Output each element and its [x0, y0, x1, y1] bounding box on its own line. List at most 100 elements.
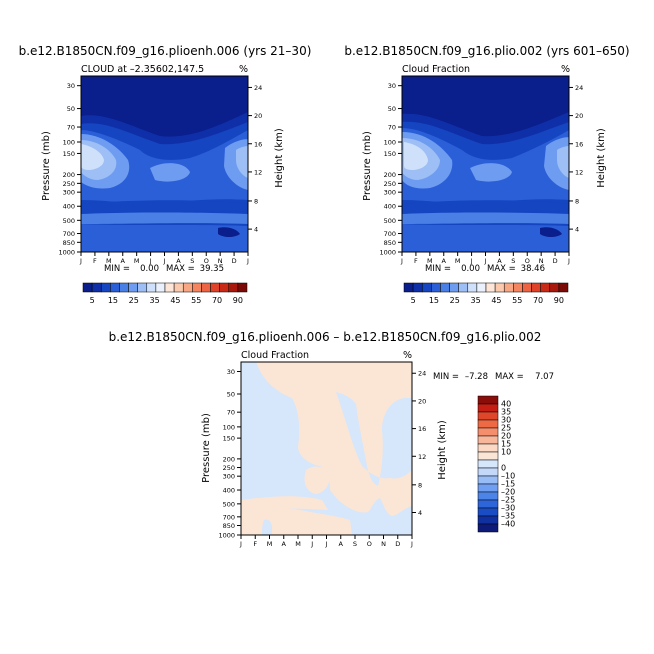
month-label: M [106, 257, 112, 265]
panel2-band-9 [557, 146, 569, 178]
pressure-label: 100 [63, 139, 75, 147]
colorbar-cell [531, 282, 541, 293]
colorbar-label: –15 [501, 480, 515, 489]
month-label: N [381, 540, 386, 548]
panel2-band-6 [404, 142, 428, 170]
height-label: 20 [254, 112, 262, 120]
panel3-negative-region-1 [241, 362, 412, 535]
height-label: 24 [254, 84, 262, 92]
month-label: F [253, 540, 257, 548]
colorbar-cell [431, 282, 441, 293]
colorbar-label: –10 [501, 472, 515, 481]
colorbar-cell [477, 395, 499, 405]
month-label: O [367, 540, 372, 548]
pressure-label: 1000 [58, 249, 75, 257]
pressure-label: 850 [223, 522, 235, 530]
panel1-band-12 [81, 224, 248, 252]
month-label: A [121, 257, 126, 265]
colorbar-cell [128, 282, 138, 293]
colorbar-label: 0 [501, 464, 506, 473]
colorbar-label: –30 [501, 504, 515, 513]
colorbar-cell [467, 282, 478, 293]
panel1-min-label: MIN = [104, 264, 130, 274]
month-label: A [442, 257, 447, 265]
colorbar-label: 35 [470, 296, 480, 305]
panel1-band-11 [81, 212, 248, 224]
month-label: A [282, 540, 287, 548]
height-label: 24 [575, 84, 583, 92]
pressure-label: 400 [384, 203, 396, 211]
pressure-label: 1000 [218, 532, 235, 540]
colorbar-cell [477, 475, 499, 485]
colorbar-cell [110, 282, 120, 293]
panel1-colorbar: 5 15 25 35 45 55 70 90 [82, 282, 248, 305]
height-label: 12 [575, 168, 583, 176]
colorbar-cell [237, 282, 248, 293]
panel1-title: b.e12.B1850CN.f09_g16.plioenh.006 (yrs 2… [19, 44, 312, 58]
colorbar-label: –25 [501, 496, 515, 505]
pressure-label: 700 [63, 230, 75, 238]
month-label: J [149, 257, 152, 265]
colorbar-label: 15 [501, 440, 511, 449]
panel2-ylabel: Pressure (mb) [362, 131, 373, 201]
colorbar-cell [513, 282, 523, 293]
colorbar-label: 70 [533, 296, 543, 305]
panel3-max-value: 7.07 [535, 372, 554, 382]
colorbar-cell [228, 282, 239, 293]
month-label: D [232, 257, 237, 265]
month-label: J [246, 257, 249, 265]
panel3-ylabel: Pressure (mb) [201, 413, 212, 483]
panel1-subtitle-left: CLOUD at –2.35602,147.5 [81, 64, 204, 75]
month-label: A [497, 257, 502, 265]
pressure-label: 100 [384, 139, 396, 147]
colorbar-cell [477, 523, 499, 533]
height-label: 20 [418, 397, 426, 405]
height-label: 4 [575, 226, 579, 234]
colorbar-label: 15 [108, 296, 118, 305]
colorbar-label: 55 [512, 296, 522, 305]
month-label: S [190, 257, 194, 265]
panel1-subtitle-right: % [239, 64, 248, 75]
colorbar-label: 5 [411, 296, 416, 305]
panel1-max-label: MAX = [166, 264, 195, 274]
colorbar-label: 90 [554, 296, 564, 305]
height-label: 16 [418, 425, 426, 433]
colorbar-label: 10 [501, 448, 511, 457]
pressure-label: 50 [67, 105, 75, 113]
colorbar-cell [403, 282, 414, 293]
pressure-label: 250 [63, 180, 75, 188]
panel2-min-value: 0.00 [461, 264, 480, 274]
colorbar-cell [477, 427, 499, 437]
colorbar-cell [522, 282, 532, 293]
month-label: O [204, 257, 209, 265]
colorbar-cell [477, 515, 499, 525]
colorbar-cell [173, 282, 184, 293]
pressure-label: 300 [63, 189, 75, 197]
colorbar-cell [201, 282, 211, 293]
colorbar-cell [477, 411, 499, 421]
pressure-label: 400 [223, 487, 235, 495]
colorbar-cell [219, 282, 230, 293]
pressure-label: 100 [223, 423, 235, 431]
pressure-label: 70 [388, 124, 396, 132]
height-label: 4 [418, 509, 422, 517]
colorbar-cell [477, 491, 499, 501]
month-label: J [400, 257, 403, 265]
colorbar-label: 20 [501, 432, 511, 441]
pressure-label: 200 [63, 171, 75, 179]
height-label: 16 [254, 140, 262, 148]
pressure-label: 30 [67, 82, 75, 90]
month-label: J [470, 257, 473, 265]
pressure-label: 850 [63, 239, 75, 247]
panel-plio: b.e12.B1850CN.f09_g16.plio.002 (yrs 601–… [344, 44, 629, 305]
colorbar-cell [412, 282, 423, 293]
colorbar-cell [82, 282, 93, 293]
month-label: J [239, 540, 242, 548]
colorbar-label: 25 [501, 424, 511, 433]
